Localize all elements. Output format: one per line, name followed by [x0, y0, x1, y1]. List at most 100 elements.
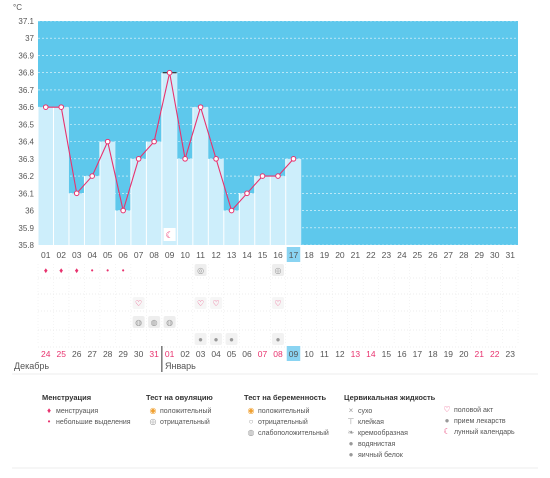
- temperature-point: [244, 190, 250, 197]
- legend-title: Тест на овуляцию: [146, 393, 213, 402]
- moon-icon: ☾: [166, 230, 174, 240]
- x-tick-label: 19: [320, 250, 330, 260]
- legend-other: ♡ половой акт ● прием лекарств ☾ лунный кал…: [440, 404, 515, 437]
- pregnancy-positive-icon: ◉: [247, 406, 255, 415]
- ovulation-negative-icon: ◎: [275, 266, 282, 275]
- x-tick-label: 13: [227, 250, 237, 260]
- pregnancy-weak-icon: ◍: [247, 428, 255, 437]
- legend-item: ◉ положительный: [244, 405, 329, 416]
- pregnancy-weak-icon-bg: [163, 316, 176, 328]
- temperature-point: [73, 190, 80, 197]
- legend-label: менструация: [56, 408, 99, 415]
- legend-label: клейкая: [358, 419, 384, 426]
- legend-cervical: Цервикальная жидкость × сухо ⊤ клейкая ❧ кр…: [344, 393, 435, 460]
- temperature-point: [104, 138, 111, 145]
- heart-icon-bg: [210, 297, 223, 309]
- x-tick-label: 18: [304, 250, 314, 260]
- temperature-point: [151, 138, 157, 145]
- temperature-point: [166, 69, 173, 76]
- legend-label: лунный календарь: [454, 429, 515, 436]
- drop-icon: •: [122, 266, 125, 275]
- legend-label: отрицательный: [258, 419, 308, 426]
- legend-item: ○ отрицательный: [244, 416, 329, 427]
- y-tick-label: 37: [25, 34, 34, 43]
- drops-icon: ♦: [59, 266, 63, 275]
- calendar-date: 02: [180, 349, 190, 359]
- y-tick-label: 36.5: [18, 120, 34, 129]
- calendar-dates: 24 25 26 27 28 29 30 31 01 02 03 04 05 06 07 08 09 10 11 12…: [12, 346, 538, 469]
- temperature-point: [120, 207, 126, 214]
- pill-icon: ●: [444, 416, 450, 425]
- temperature-point: [135, 156, 142, 162]
- legend-item: ● водянистая: [344, 438, 435, 449]
- egg-white-icon-bg: [272, 333, 284, 345]
- y-axis-unit: °C: [13, 3, 22, 12]
- legend-item: ☾ лунный календарь: [440, 426, 515, 437]
- egg-white-icon: ●: [348, 450, 354, 459]
- x-tick-label: 04: [87, 250, 97, 260]
- legend-item: • небольшие выделения: [42, 416, 131, 427]
- temperature-point: [213, 156, 219, 162]
- calendar-date: 08: [273, 349, 283, 359]
- legend-item: ● яичный белок: [344, 449, 435, 460]
- legend-label: небольшие выделения: [56, 419, 131, 426]
- calendar-date: 25: [56, 349, 66, 359]
- temperature-bar: [68, 193, 85, 245]
- pregnancy-weak-icon-bg: [132, 316, 145, 328]
- pregnancy-weak-icon: ◍: [135, 318, 142, 327]
- x-tick-label: 28: [459, 250, 469, 260]
- x-tick-label: 01: [41, 250, 51, 260]
- y-tick-label: 36.3: [18, 155, 34, 164]
- temperature-point: [275, 173, 281, 179]
- x-tick-label: 27: [444, 250, 454, 260]
- egg-white-icon: ●: [198, 335, 203, 344]
- temperature-point: [58, 104, 65, 110]
- y-tick-label: 36.1: [18, 189, 34, 198]
- legend-item: × сухо: [344, 405, 435, 416]
- x-tick-label: 06: [118, 250, 128, 260]
- y-tick-label: 37.1: [18, 17, 34, 26]
- legend-label: яичный белок: [358, 452, 403, 459]
- legend-title: Цервикальная жидкость: [344, 393, 436, 402]
- x-tick-label: 12: [211, 250, 221, 260]
- temperature-bar: [270, 176, 286, 245]
- y-tick-label: 35.8: [18, 241, 34, 250]
- drops-icon: ♦: [75, 266, 79, 275]
- x-tick-label: 24: [397, 250, 407, 260]
- ovulation-negative-icon: ◎: [197, 266, 204, 275]
- legend-pregnancy: Тест на беременность ◉ положительный ○ отр…: [244, 393, 329, 438]
- egg-white-icon: ●: [229, 335, 234, 344]
- legend-title: Менструация: [42, 393, 92, 402]
- calendar-date: 30: [134, 349, 144, 359]
- legend-label: половой акт: [454, 407, 494, 414]
- x-tick-label: 20: [335, 250, 345, 260]
- calendar-date: 23: [506, 349, 516, 359]
- legend-title: Тест на беременность: [244, 393, 327, 402]
- legend-label: сухо: [358, 408, 373, 415]
- temperature-points: ☾: [42, 69, 297, 241]
- drops-icon: ♦: [44, 266, 48, 275]
- calendar-date: 29: [118, 349, 128, 359]
- calendar-date: 06: [242, 349, 252, 359]
- ovulation-negative-icon-bg: [272, 264, 284, 276]
- temperature-bar: [239, 193, 255, 245]
- ovulation-positive-icon: ◉: [149, 406, 157, 415]
- egg-white-icon-bg: [225, 333, 238, 345]
- legend-label: кремообразная: [358, 430, 408, 437]
- y-tick-label: 36.2: [18, 172, 34, 181]
- calendar-date: 20: [459, 349, 469, 359]
- heart-icon: ♡: [135, 299, 142, 308]
- x-tick-label: 22: [366, 250, 376, 260]
- x-tick-label: 07: [134, 250, 144, 260]
- x-tick-label: 03: [72, 250, 82, 260]
- calendar-date: 15: [382, 349, 392, 359]
- y-tick-label: 36.9: [18, 51, 34, 60]
- heart-icon-bg: [194, 297, 207, 309]
- calendar-date: 10: [304, 349, 314, 359]
- temperature-point: [228, 207, 235, 214]
- temperature-bar: [84, 176, 100, 245]
- egg-white-icon: ●: [214, 335, 219, 344]
- calendar-date: 13: [351, 349, 361, 359]
- heart-icon-bg: [132, 297, 145, 309]
- x-tick-label: 21: [351, 250, 361, 260]
